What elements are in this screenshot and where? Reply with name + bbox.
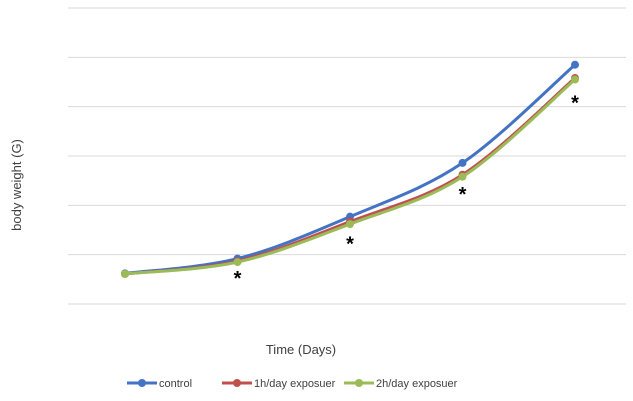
series-line-3 [123, 78, 577, 276]
x-axis-label: Time (Days) [266, 342, 336, 357]
data-point [571, 60, 579, 69]
legend-label: control [159, 378, 192, 390]
significance-asterisk: * [459, 184, 467, 206]
data-point [233, 258, 242, 267]
data-point [346, 220, 354, 229]
data-point [458, 158, 467, 167]
data-point [121, 269, 129, 278]
significance-asterisk: * [571, 93, 579, 115]
legend-label: 2h/day exposuer [376, 378, 458, 390]
data-point [571, 75, 579, 84]
y-axis-label: body weight (G) [9, 139, 24, 231]
legend-swatch-marker [355, 379, 363, 387]
significance-asterisk: * [234, 268, 242, 290]
data-point [458, 172, 467, 181]
legend-swatch-marker [233, 379, 241, 387]
series-line-1 [123, 63, 577, 275]
legend: control 1h/day exposuer 2h/day exposuer [127, 378, 458, 390]
series-lines [121, 60, 579, 278]
significance-asterisk: * [346, 233, 354, 255]
significance-annotations: * * * * [234, 93, 580, 290]
legend-label: 1h/day exposuer [254, 378, 336, 390]
gridlines [68, 7, 626, 305]
legend-swatch-marker [138, 379, 146, 387]
